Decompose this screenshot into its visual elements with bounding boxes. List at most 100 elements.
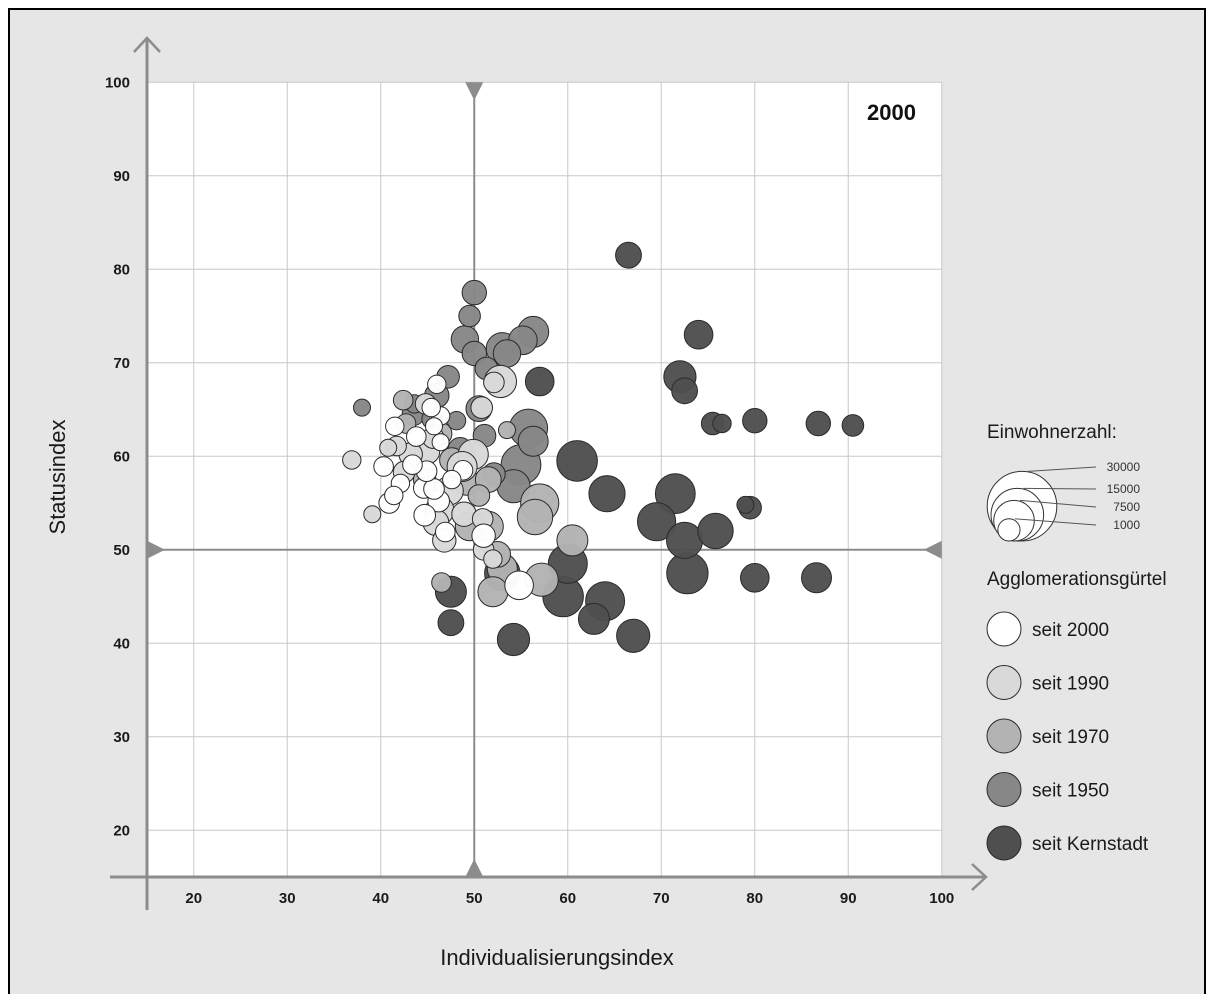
size-legend-leader	[1019, 499, 1097, 508]
bubble[interactable]	[740, 563, 770, 593]
bubble[interactable]	[431, 572, 452, 593]
bubble[interactable]	[379, 438, 398, 457]
bubble[interactable]	[616, 618, 651, 653]
bubble[interactable]	[421, 397, 441, 418]
bubble[interactable]	[697, 512, 734, 550]
bubble[interactable]	[498, 421, 516, 440]
bubble[interactable]	[353, 398, 371, 417]
bubble[interactable]	[712, 413, 732, 434]
bubble[interactable]	[392, 389, 414, 411]
series-seit-kernstadt	[434, 241, 865, 657]
bubble[interactable]	[406, 426, 427, 447]
bubble[interactable]	[435, 521, 456, 543]
bubble[interactable]	[461, 279, 487, 306]
size-legend-label: 7500	[1113, 500, 1140, 514]
bubble[interactable]	[385, 416, 405, 436]
legend-entry-label: seit 1950	[1032, 781, 1109, 802]
bubble[interactable]	[431, 433, 450, 452]
y-tick-label: 60	[113, 448, 130, 465]
bubble[interactable]	[742, 408, 768, 434]
center-lines	[147, 82, 942, 877]
y-tick-label: 80	[113, 261, 130, 278]
bubble-chart: 20 30 40 50 60 70 80 90 100 20 30 40 50 60 70 80 90 100 2…	[45, 36, 1167, 970]
legend: Einwohnerzahl: 30000 15000 7500 1000 Agglom…	[986, 422, 1167, 861]
bubbles	[342, 241, 865, 657]
bubble[interactable]	[524, 366, 555, 397]
legend-swatch	[986, 665, 1022, 700]
bubble[interactable]	[588, 475, 626, 513]
bubble[interactable]	[736, 495, 755, 514]
bubble[interactable]	[437, 609, 465, 637]
bubble[interactable]	[654, 473, 696, 515]
size-legend-label: 30000	[1107, 460, 1141, 474]
legend-swatch	[986, 825, 1022, 861]
bubble[interactable]	[458, 304, 481, 328]
x-tick-label: 30	[279, 890, 296, 907]
bubble[interactable]	[801, 562, 832, 594]
color-legend: seit 2000 seit 1990 seit 1970 seit 1950 seit…	[986, 611, 1149, 861]
size-legend: 30000 15000 7500 1000	[986, 460, 1141, 542]
bubble[interactable]	[615, 241, 642, 269]
x-tick-label: 90	[840, 890, 857, 907]
bubble[interactable]	[402, 454, 423, 476]
legend-entry-label: seit Kernstadt	[1032, 834, 1149, 855]
bubble[interactable]	[451, 501, 477, 527]
legend-swatch	[986, 718, 1022, 754]
y-tick-label: 100	[105, 74, 130, 91]
y-tick-label: 70	[113, 355, 130, 372]
legend-entry-label: seit 1990	[1032, 674, 1109, 695]
size-legend-label: 1000	[1113, 518, 1140, 532]
bubble[interactable]	[516, 498, 554, 536]
legend-entry-label: seit 1970	[1032, 727, 1109, 748]
bubble[interactable]	[470, 396, 494, 419]
y-tick-label: 40	[113, 635, 130, 652]
bubble[interactable]	[363, 505, 382, 524]
bubble[interactable]	[805, 410, 831, 437]
series-seit-2000	[373, 374, 534, 601]
bubble[interactable]	[666, 521, 704, 560]
bubble[interactable]	[373, 456, 394, 477]
bubble[interactable]	[467, 484, 491, 507]
size-legend-label: 15000	[1107, 482, 1141, 496]
x-tick-label: 70	[653, 890, 670, 907]
y-axis-arrow	[133, 36, 161, 53]
bubble[interactable]	[504, 570, 534, 601]
bubble[interactable]	[492, 339, 522, 368]
bubble[interactable]	[683, 319, 714, 350]
bubble[interactable]	[483, 549, 503, 569]
bubble[interactable]	[577, 602, 610, 635]
x-tick-label: 40	[372, 890, 389, 907]
bubble[interactable]	[637, 502, 677, 542]
bubble[interactable]	[384, 485, 404, 506]
bubble[interactable]	[517, 425, 549, 457]
center-marker-bottom	[465, 859, 484, 877]
bubble[interactable]	[841, 414, 865, 437]
bubble[interactable]	[413, 503, 437, 527]
bubble[interactable]	[477, 576, 509, 608]
y-tick-label: 30	[113, 729, 130, 746]
bubble[interactable]	[427, 374, 447, 394]
bubble[interactable]	[342, 450, 362, 470]
size-legend-circle	[997, 518, 1021, 542]
bubble[interactable]	[471, 523, 496, 548]
size-legend-leader	[1027, 466, 1097, 472]
bubble[interactable]	[556, 524, 589, 557]
legend-entry-label: seit 2000	[1032, 620, 1109, 641]
y-tick-label: 20	[113, 822, 130, 839]
plot-area	[147, 82, 942, 877]
x-tick-label: 20	[185, 890, 202, 907]
size-legend-leader	[1014, 518, 1097, 526]
chart-frame: 20 30 40 50 60 70 80 90 100 20 30 40 50 60 70 80 90 100 2…	[8, 8, 1206, 994]
bubble[interactable]	[442, 469, 462, 490]
bubble[interactable]	[671, 377, 698, 405]
x-axis-arrow	[971, 863, 988, 891]
axes: 20 30 40 50 60 70 80 90 100 20 30 40 50 60 70 80 90 100	[105, 36, 988, 910]
bubble[interactable]	[425, 417, 443, 436]
bubble[interactable]	[496, 622, 531, 657]
center-marker-left	[147, 540, 165, 559]
y-axis-title: Statusindex	[45, 420, 70, 535]
bubble[interactable]	[483, 371, 505, 394]
bubble[interactable]	[556, 440, 598, 482]
size-legend-leader	[1023, 487, 1097, 490]
center-marker-right	[923, 540, 942, 559]
